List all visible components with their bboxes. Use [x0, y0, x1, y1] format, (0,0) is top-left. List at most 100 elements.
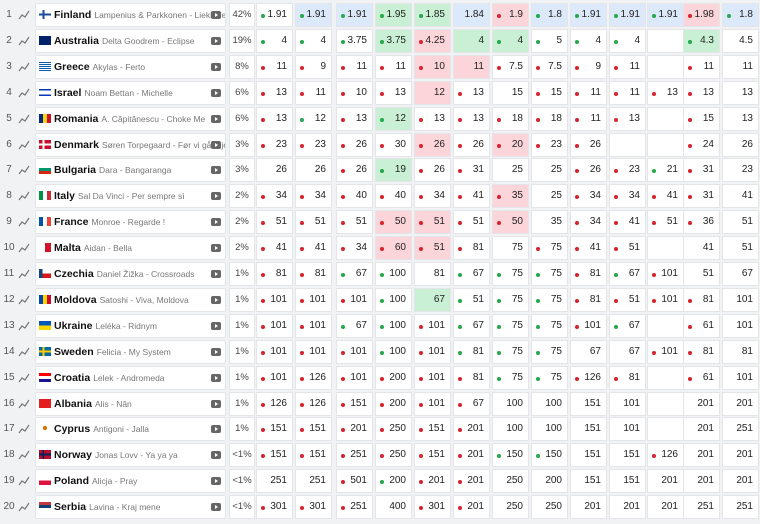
chart-icon[interactable]	[18, 314, 32, 338]
video-icon[interactable]	[211, 62, 221, 71]
odds-cell: 31	[683, 184, 720, 209]
odds-cell: 15	[683, 106, 720, 131]
trend-dot	[536, 143, 540, 148]
odds-cell: 21	[647, 158, 684, 183]
country-cell[interactable]: Finland Lampenius & Parkkonen - Liekinhei…	[35, 3, 226, 27]
chart-icon[interactable]	[18, 443, 32, 467]
country-cell[interactable]: Cyprus Antigoni - Jalla	[35, 417, 226, 442]
country-cell[interactable]: Croatia Lelek - Andromeda	[35, 365, 226, 390]
video-icon[interactable]	[211, 166, 221, 175]
country-cell[interactable]: Ukraine Leléka - Ridnym	[35, 313, 226, 338]
video-icon[interactable]	[211, 270, 221, 278]
video-icon[interactable]	[211, 373, 221, 382]
country-cell[interactable]: Greece Akylas - Ferto	[35, 54, 226, 79]
country-cell[interactable]: Poland Alicja - Pray	[35, 469, 226, 494]
odds-value: 100	[545, 423, 562, 435]
odds-value: 1.8	[739, 9, 753, 20]
trend-dot	[419, 14, 423, 18]
chart-icon[interactable]	[18, 288, 32, 312]
chart-icon[interactable]	[18, 366, 32, 390]
video-icon[interactable]	[211, 425, 221, 434]
odds-cell: 26	[570, 158, 607, 183]
video-icon[interactable]	[211, 36, 221, 45]
country-cell[interactable]: Moldova Satoshi - Viva, Moldova	[35, 287, 226, 312]
trend-dot	[261, 39, 265, 44]
video-icon[interactable]	[211, 451, 221, 460]
video-icon[interactable]	[211, 88, 221, 97]
odds-value: 67	[628, 345, 640, 357]
chart-icon[interactable]	[18, 210, 32, 234]
chart-icon[interactable]	[18, 495, 32, 519]
country-cell[interactable]: France Monroe - Regarde !	[35, 210, 226, 235]
chart-icon[interactable]	[18, 184, 32, 208]
odds-value: 101	[736, 371, 753, 383]
video-icon[interactable]	[211, 140, 221, 149]
chart-icon[interactable]	[18, 81, 32, 105]
odds-cell: 201	[683, 469, 720, 494]
trend-dot	[261, 65, 265, 70]
video-icon[interactable]	[211, 244, 221, 253]
video-icon[interactable]	[211, 321, 221, 330]
odds-value: 100	[389, 319, 406, 331]
video-icon[interactable]	[211, 192, 221, 201]
odds-cell: 26	[414, 158, 451, 183]
chart-icon[interactable]	[18, 107, 32, 131]
chart-icon[interactable]	[18, 417, 32, 441]
odds-cell: 101	[295, 287, 332, 312]
chart-icon[interactable]	[18, 133, 32, 157]
rank: 18	[3, 449, 15, 461]
odds-cell	[647, 54, 684, 79]
entry-label: Alicja - Pray	[92, 476, 138, 487]
odds-cell: 41	[609, 210, 646, 235]
country-cell[interactable]: Norway Jonas Lovv - Ya ya ya	[35, 443, 226, 468]
odds-cell: 201	[453, 469, 490, 494]
video-icon[interactable]	[211, 218, 221, 227]
country-cell[interactable]: Italy Sal Da Vinci - Per sempre sì	[35, 184, 226, 209]
chart-icon[interactable]	[18, 158, 32, 182]
odds-cell: 1.91	[256, 3, 293, 27]
video-icon[interactable]	[211, 295, 221, 304]
country-cell[interactable]: Serbia Lavina - Kraj mene	[35, 495, 226, 520]
country-cell[interactable]: Czechia Daniel Žižka - Crossroads	[35, 262, 226, 286]
odds-cell: 10	[336, 80, 373, 105]
video-icon[interactable]	[211, 503, 221, 512]
chart-icon[interactable]	[18, 3, 32, 27]
chart-icon[interactable]	[18, 55, 32, 79]
win-chance: 2%	[229, 184, 255, 209]
country-cell[interactable]: Denmark Søren Torpegaard - Før vi går hje…	[35, 132, 226, 157]
video-icon[interactable]	[211, 347, 221, 356]
trend-dot	[300, 298, 304, 303]
trend-dot	[575, 195, 579, 200]
chart-icon[interactable]	[18, 392, 32, 416]
odds-cell: 101	[295, 339, 332, 364]
video-icon[interactable]	[211, 399, 221, 408]
video-icon[interactable]	[211, 11, 221, 19]
trend-dot	[536, 91, 540, 96]
country-cell[interactable]: Romania A. Căpitănescu - Choke Me	[35, 106, 226, 131]
video-icon[interactable]	[211, 477, 221, 486]
country-cell[interactable]: Bulgaria Dara - Bangaranga	[35, 158, 226, 183]
chart-icon[interactable]	[18, 469, 32, 493]
country-label: Israel	[54, 86, 82, 99]
odds-cell: 81	[570, 262, 607, 286]
odds-value: 67	[628, 319, 640, 331]
chart-glyph	[18, 191, 30, 201]
chart-icon[interactable]	[18, 262, 32, 286]
country-cell[interactable]: Albania Alis - Nân	[35, 391, 226, 416]
odds-cell: 1.95	[375, 3, 412, 27]
country-cell[interactable]: Sweden Felicia - My System	[35, 339, 226, 364]
odds-cell: 4	[492, 28, 529, 53]
trend-dot	[341, 65, 345, 70]
chart-icon[interactable]	[18, 236, 32, 260]
country-cell[interactable]: Israel Noam Bettan - Michelle	[35, 80, 226, 105]
country-cell[interactable]: Malta Aidan - Bella	[35, 236, 226, 261]
chart-icon[interactable]	[18, 29, 32, 53]
country-label: Cyprus	[54, 423, 91, 436]
chart-icon[interactable]	[18, 340, 32, 364]
odds-value: 100	[545, 397, 562, 409]
odds-cell	[609, 132, 646, 157]
video-icon[interactable]	[211, 114, 221, 123]
country-cell[interactable]: Australia Delta Goodrem - Eclipse	[35, 28, 226, 53]
entry-label: Søren Torpegaard - Før vi går hjem	[101, 139, 226, 150]
odds-cell: 18	[492, 106, 529, 131]
